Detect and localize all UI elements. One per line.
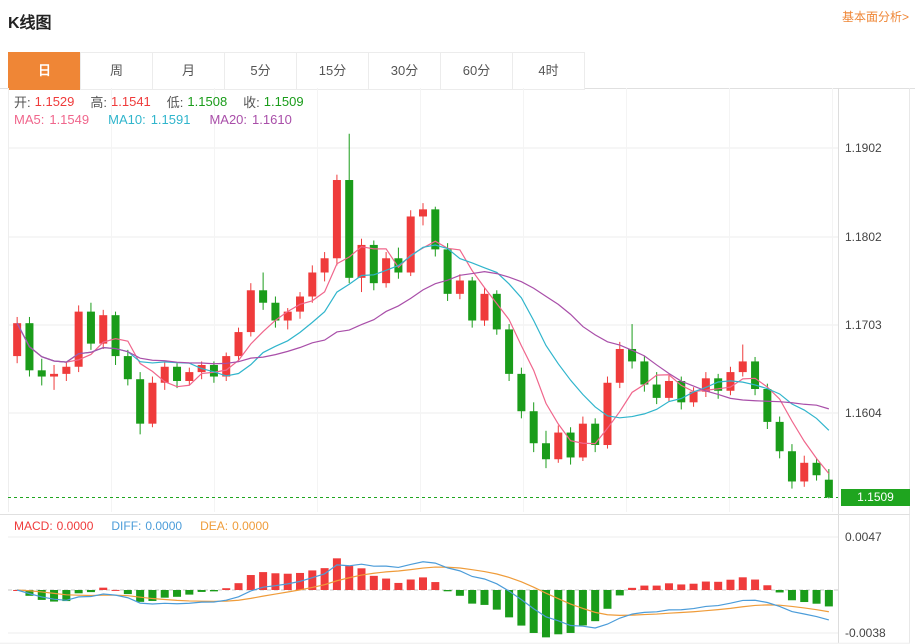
ma20-line bbox=[16, 271, 830, 410]
tab-week[interactable]: 周 bbox=[80, 52, 152, 90]
tab-60min[interactable]: 60分 bbox=[440, 52, 512, 90]
y-tick-1: 1.1902 bbox=[845, 141, 882, 155]
tab-day[interactable]: 日 bbox=[8, 52, 80, 90]
y-tick-2: 1.1802 bbox=[845, 230, 882, 244]
macd-label: MACD: bbox=[14, 519, 53, 533]
open-label: 开: bbox=[14, 95, 31, 110]
diff-value: 0.0000 bbox=[145, 519, 183, 533]
high-label: 高: bbox=[90, 95, 108, 110]
ma5-value: 1.1549 bbox=[49, 112, 90, 127]
close-label: 收: bbox=[243, 95, 260, 110]
macd-value: 0.0000 bbox=[56, 519, 94, 533]
current-price-badge: 1.1509 bbox=[841, 489, 910, 506]
y-tick-3: 1.1703 bbox=[845, 318, 882, 332]
ohlc-row: 开: 1.1529 高: 1.1541 低: 1.1508 收: 1.1509 bbox=[14, 92, 304, 111]
header: K线图 基本面分析> bbox=[0, 0, 915, 40]
ma10-label: MA10: bbox=[108, 112, 146, 127]
ma10-line bbox=[16, 244, 830, 431]
timeframe-tabs: 日 周 月 5分 15分 30分 60分 4时 bbox=[0, 52, 915, 90]
tab-month[interactable]: 月 bbox=[152, 52, 224, 90]
low-label: 低: bbox=[166, 95, 184, 110]
close-value: 1.1509 bbox=[263, 94, 304, 109]
dea-label: DEA: bbox=[200, 519, 229, 533]
macd-row: MACD: 0.0000 DIFF: 0.0000 DEA: 0.0000 bbox=[14, 519, 269, 533]
diff-line bbox=[16, 561, 830, 629]
tab-15min[interactable]: 15分 bbox=[296, 52, 368, 90]
diff-label: DIFF: bbox=[111, 519, 142, 533]
y-tick-4: 1.1604 bbox=[845, 406, 882, 420]
high-value: 1.1541 bbox=[111, 94, 151, 109]
macd-tick-bottom: -0.0038 bbox=[845, 626, 886, 640]
low-value: 1.1508 bbox=[187, 94, 228, 109]
open-value: 1.1529 bbox=[34, 94, 75, 109]
dea-line bbox=[17, 566, 829, 617]
macd-tick-top: 0.0047 bbox=[845, 530, 882, 544]
tab-5min[interactable]: 5分 bbox=[224, 52, 296, 90]
dea-value: 0.0000 bbox=[232, 519, 269, 533]
ma-row: MA5: 1.1549 MA10: 1.1591 MA20: 1.1610 bbox=[14, 112, 292, 127]
page-title: K线图 bbox=[8, 15, 52, 32]
tab-30min[interactable]: 30分 bbox=[368, 52, 440, 90]
ma10-value: 1.1591 bbox=[150, 112, 191, 127]
ma20-label: MA20: bbox=[209, 112, 248, 127]
fundamental-analysis-link[interactable]: 基本面分析> bbox=[841, 10, 909, 24]
ma5-label: MA5: bbox=[14, 112, 45, 127]
ma20-value: 1.1610 bbox=[252, 112, 292, 127]
tab-4hour[interactable]: 4时 bbox=[512, 52, 585, 90]
